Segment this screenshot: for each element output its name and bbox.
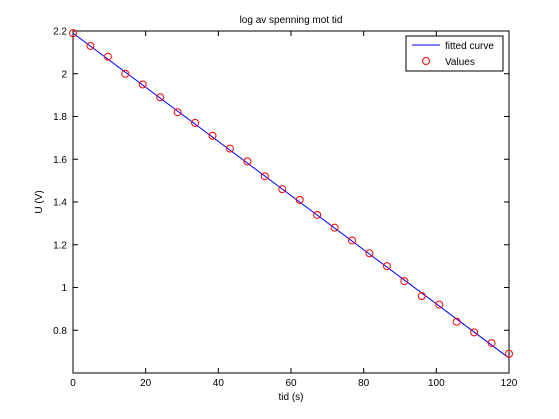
series-layer bbox=[69, 29, 513, 359]
data-point bbox=[470, 328, 479, 337]
data-point bbox=[417, 292, 426, 301]
data-point bbox=[435, 300, 444, 309]
data-point bbox=[382, 262, 391, 271]
data-point bbox=[295, 195, 304, 204]
data-point bbox=[69, 29, 77, 38]
x-tick-label: 120 bbox=[501, 378, 518, 389]
data-point bbox=[400, 277, 409, 286]
legend: fitted curve Values bbox=[405, 35, 504, 72]
plot-area bbox=[72, 30, 510, 374]
y-tick-label: 2 bbox=[61, 69, 67, 80]
x-tick-label: 100 bbox=[428, 378, 445, 389]
data-point bbox=[330, 223, 339, 232]
y-tick-label: 1.2 bbox=[53, 240, 67, 251]
legend-entry-values: Values bbox=[445, 57, 475, 68]
y-tick-label: 1.4 bbox=[53, 198, 67, 209]
data-point bbox=[313, 210, 322, 219]
x-ticks: 0 20 40 60 80 100 120 bbox=[70, 31, 518, 389]
data-point bbox=[348, 236, 357, 245]
chart-title: log av spenning mot tid bbox=[240, 15, 343, 26]
y-tick-label: 1.8 bbox=[53, 112, 67, 123]
data-point bbox=[121, 69, 130, 78]
legend-marker-swatch bbox=[422, 57, 430, 65]
data-point bbox=[103, 52, 112, 61]
fitted-curve-line bbox=[72, 32, 510, 359]
data-point bbox=[225, 144, 234, 153]
x-tick-label: 20 bbox=[140, 378, 152, 389]
data-point bbox=[260, 172, 269, 181]
y-tick-label: 0.8 bbox=[53, 326, 67, 337]
y-tick-label: 1.6 bbox=[53, 155, 67, 166]
legend-entry-fitted-curve: fitted curve bbox=[445, 41, 494, 52]
data-point bbox=[365, 249, 374, 258]
y-ticks: 0.8 1 1.2 1.4 1.6 1.8 2 2.2 bbox=[53, 27, 509, 337]
data-point bbox=[138, 80, 147, 89]
x-axis-label: tid (s) bbox=[279, 392, 304, 403]
y-tick-label: 1 bbox=[61, 283, 67, 294]
data-point bbox=[86, 41, 95, 50]
data-point bbox=[452, 317, 461, 326]
data-point bbox=[208, 131, 217, 140]
x-tick-label: 0 bbox=[70, 378, 76, 389]
x-tick-label: 60 bbox=[285, 378, 297, 389]
data-point bbox=[173, 108, 182, 117]
data-point bbox=[278, 185, 287, 194]
x-tick-label: 80 bbox=[358, 378, 370, 389]
data-point bbox=[487, 339, 496, 348]
data-point bbox=[505, 349, 513, 358]
data-point bbox=[156, 93, 165, 102]
legend-box bbox=[405, 35, 504, 72]
data-point bbox=[243, 157, 252, 166]
x-tick-label: 40 bbox=[213, 378, 225, 389]
y-axis-label: U (V) bbox=[34, 190, 45, 213]
data-point bbox=[191, 118, 200, 127]
y-tick-label: 2.2 bbox=[53, 27, 67, 38]
